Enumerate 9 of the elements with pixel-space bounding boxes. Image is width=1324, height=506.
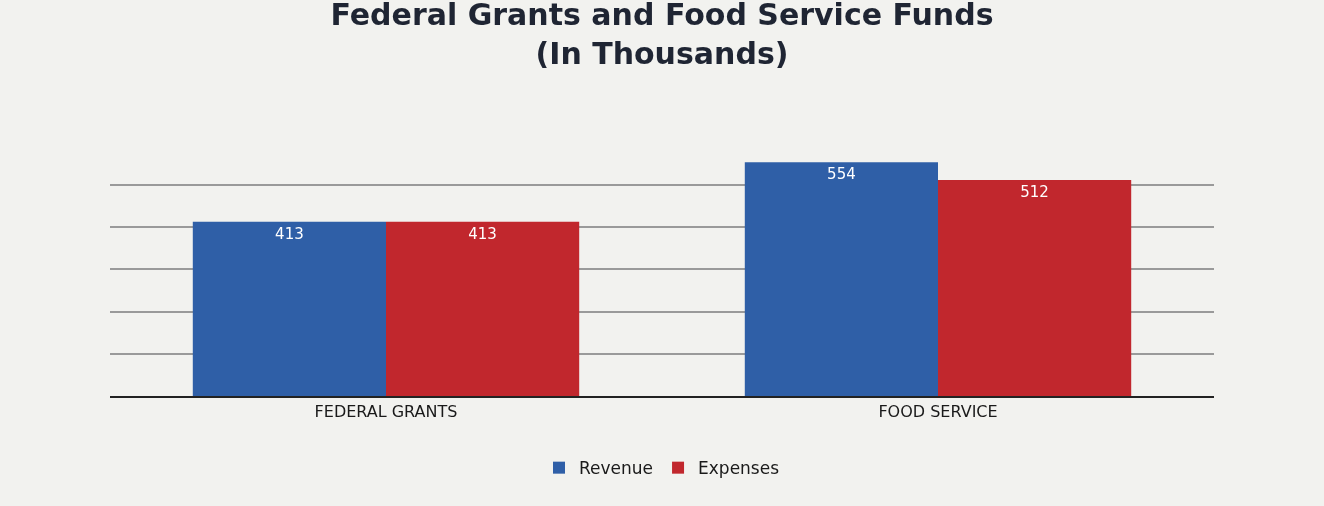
data-label: 413: [275, 224, 304, 243]
x-tick-label: FOOD SERVICE: [878, 402, 998, 422]
legend-label: Revenue: [579, 458, 654, 479]
data-label: 554: [827, 165, 856, 184]
chart-title: Federal Grants and Food Service Funds (In Thousands): [330, 0, 994, 72]
x-tick-label: FEDERAL GRANTS: [314, 402, 458, 422]
legend-label: Expenses: [698, 458, 780, 479]
data-label: 512: [1020, 183, 1049, 202]
data-label: 413: [468, 224, 497, 243]
